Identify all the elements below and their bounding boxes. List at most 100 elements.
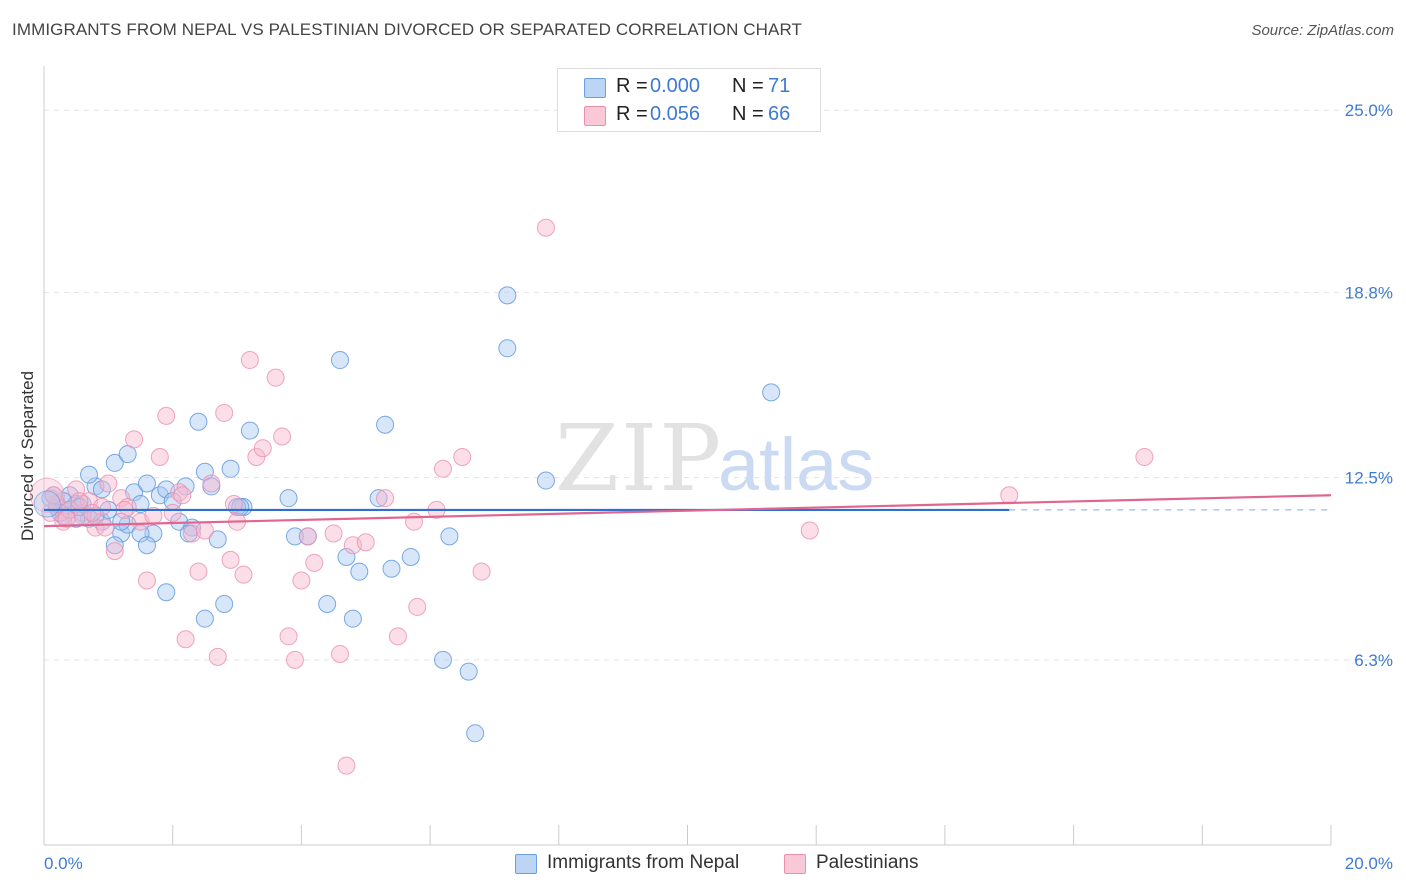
point-palestinians bbox=[173, 486, 192, 505]
legend-swatch-palestinians bbox=[584, 106, 606, 126]
legend-swatch-nepal bbox=[584, 78, 606, 98]
point-palestinians bbox=[298, 527, 317, 546]
legend-r-value: 0.056 bbox=[650, 103, 701, 125]
chart-source: Source: ZipAtlas.com bbox=[1251, 22, 1394, 39]
point-palestinians bbox=[305, 553, 324, 572]
watermark-atlas: atlas bbox=[718, 423, 874, 506]
point-immigrants-from-nepal bbox=[189, 412, 208, 431]
point-palestinians bbox=[536, 218, 555, 237]
point-palestinians bbox=[70, 492, 89, 511]
legend-r-label: R = bbox=[616, 103, 648, 125]
point-palestinians bbox=[163, 503, 182, 522]
point-palestinians bbox=[331, 644, 350, 663]
bottom-legend-label-nepal: Immigrants from Nepal bbox=[547, 852, 740, 873]
legend-n-label: N = bbox=[732, 75, 764, 97]
y-tick-labels: 6.3% 12.5% 18.8% 25.0% bbox=[1345, 101, 1393, 670]
point-immigrants-from-nepal bbox=[105, 453, 124, 472]
point-immigrants-from-nepal bbox=[331, 351, 350, 370]
watermark-zip: ZIP bbox=[555, 405, 723, 512]
y-tick-label: 25.0% bbox=[1345, 101, 1393, 120]
trend-lines bbox=[43, 494, 1332, 528]
point-immigrants-from-nepal bbox=[157, 583, 176, 602]
point-palestinians bbox=[92, 497, 111, 516]
y-tick-label: 12.5% bbox=[1345, 469, 1393, 488]
point-immigrants-from-nepal bbox=[536, 471, 555, 490]
point-immigrants-from-nepal bbox=[382, 559, 401, 578]
point-immigrants-from-nepal bbox=[440, 527, 459, 546]
point-immigrants-from-nepal bbox=[105, 536, 124, 555]
point-immigrants-from-nepal bbox=[195, 609, 214, 628]
bottom-legend-swatch-nepal bbox=[515, 854, 537, 874]
point-immigrants-from-nepal bbox=[369, 489, 388, 508]
point-palestinians bbox=[266, 368, 285, 387]
point-immigrants-from-nepal bbox=[466, 724, 485, 743]
point-palestinians bbox=[157, 406, 176, 425]
point-immigrants-from-nepal bbox=[240, 421, 259, 440]
point-palestinians bbox=[356, 533, 375, 552]
point-immigrants-from-nepal bbox=[285, 527, 304, 546]
point-palestinians bbox=[96, 518, 115, 537]
legend-r-label: R = bbox=[616, 75, 648, 97]
point-palestinians bbox=[388, 627, 407, 646]
point-palestinians bbox=[99, 474, 118, 493]
stats-legend: R = 0.000 N = 71 R = 0.056 N = 66 bbox=[557, 68, 821, 132]
point-palestinians bbox=[170, 483, 189, 502]
y-tick-label: 18.8% bbox=[1345, 283, 1393, 302]
grid-lines bbox=[44, 109, 1393, 661]
point-palestinians bbox=[408, 597, 427, 616]
point-palestinians bbox=[86, 518, 105, 537]
point-palestinians bbox=[234, 565, 253, 584]
point-palestinians bbox=[324, 524, 343, 543]
point-palestinians bbox=[1000, 486, 1019, 505]
x-tick-label-min: 0.0% bbox=[44, 854, 83, 873]
point-palestinians bbox=[472, 562, 491, 581]
legend-n-label: N = bbox=[732, 103, 764, 125]
point-palestinians bbox=[221, 550, 240, 569]
bottom-legend-label-palestinians: Palestinians bbox=[816, 852, 919, 873]
point-palestinians bbox=[285, 650, 304, 669]
point-palestinians bbox=[273, 427, 292, 446]
point-palestinians bbox=[224, 495, 243, 514]
point-immigrants-from-nepal bbox=[137, 536, 156, 555]
point-palestinians bbox=[215, 403, 234, 422]
point-immigrants-from-nepal bbox=[498, 286, 517, 305]
point-palestinians bbox=[202, 474, 221, 493]
chart-title: IMMIGRANTS FROM NEPAL VS PALESTINIAN DIV… bbox=[12, 20, 803, 39]
point-palestinians bbox=[247, 448, 266, 467]
legend-n-value: 71 bbox=[768, 75, 791, 97]
point-palestinians bbox=[337, 756, 356, 775]
point-immigrants-from-nepal bbox=[337, 547, 356, 566]
point-palestinians bbox=[453, 448, 472, 467]
point-palestinians bbox=[118, 497, 137, 516]
point-immigrants-from-nepal bbox=[208, 530, 227, 549]
trend-line-palestinians bbox=[43, 494, 1332, 528]
point-palestinians bbox=[195, 521, 214, 540]
point-immigrants-from-nepal bbox=[762, 383, 781, 402]
point-immigrants-from-nepal bbox=[279, 489, 298, 508]
bottom-legend-swatch-palestinians bbox=[784, 854, 806, 874]
point-immigrants-from-nepal bbox=[80, 465, 99, 484]
legend-r-value: 0.000 bbox=[650, 75, 701, 97]
point-palestinians bbox=[800, 521, 819, 540]
point-palestinians bbox=[253, 439, 272, 458]
point-palestinians bbox=[150, 448, 169, 467]
axes bbox=[43, 66, 1332, 846]
point-palestinians bbox=[67, 480, 86, 499]
y-tick-label: 6.3% bbox=[1354, 651, 1393, 670]
legend-n-value: 66 bbox=[768, 103, 791, 125]
point-palestinians bbox=[1135, 448, 1154, 467]
point-palestinians bbox=[125, 430, 144, 449]
point-immigrants-from-nepal bbox=[350, 562, 369, 581]
point-palestinians bbox=[405, 512, 424, 531]
point-palestinians bbox=[189, 562, 208, 581]
point-cluster-nepal bbox=[33, 490, 61, 518]
point-immigrants-from-nepal bbox=[498, 339, 517, 358]
point-immigrants-from-nepal bbox=[433, 650, 452, 669]
point-palestinians bbox=[83, 503, 102, 522]
point-palestinians bbox=[376, 489, 395, 508]
point-immigrants-from-nepal bbox=[376, 415, 395, 434]
x-tick-label-max: 20.0% bbox=[1345, 854, 1393, 873]
point-immigrants-from-nepal bbox=[318, 594, 337, 613]
point-immigrants-from-nepal bbox=[343, 609, 362, 628]
